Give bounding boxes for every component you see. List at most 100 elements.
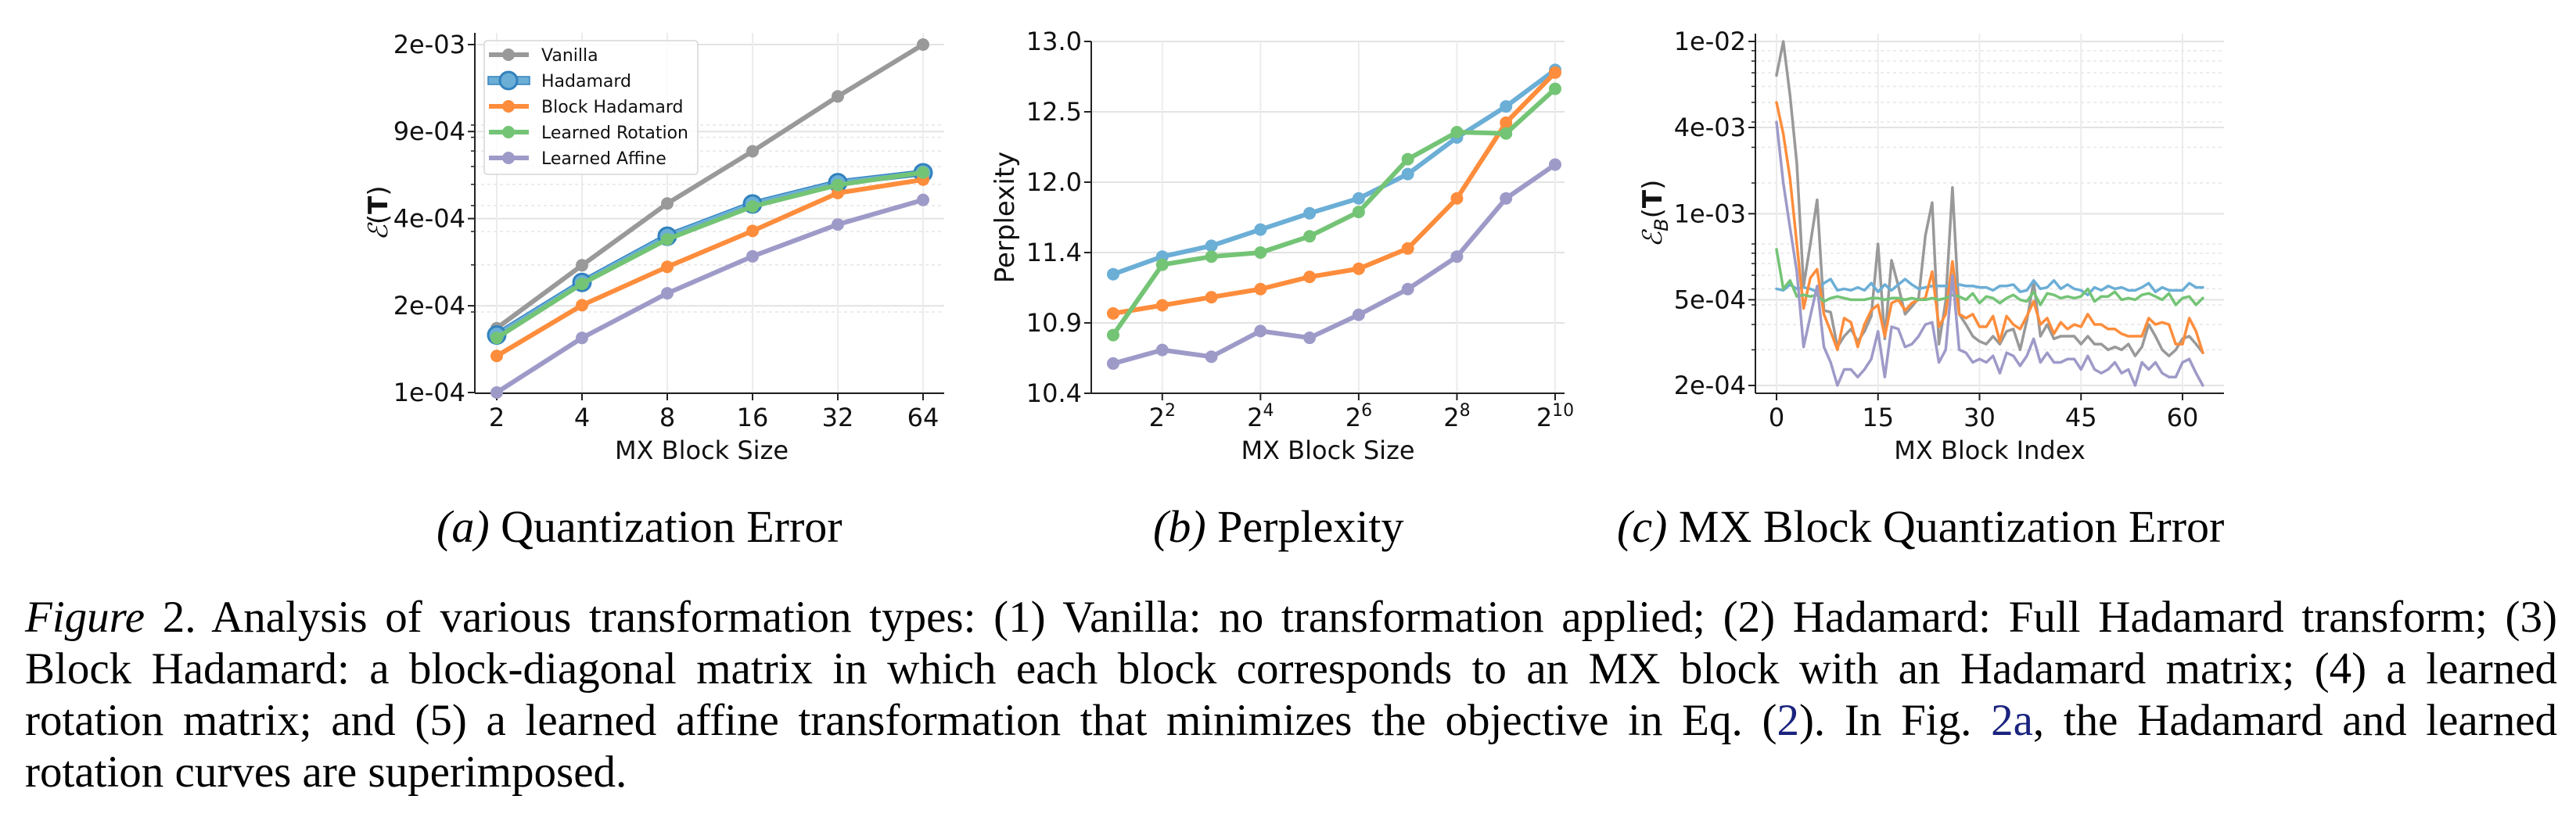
y-tick-label: 12.0: [1026, 167, 1082, 197]
x-tick-label: 210: [1536, 401, 1574, 432]
series-line: [1775, 40, 2204, 357]
series-line: [1775, 248, 2204, 306]
data-point: [1254, 223, 1267, 236]
data-point: [1303, 230, 1317, 243]
series-line: [1111, 162, 1557, 366]
data-point: [1205, 291, 1218, 304]
data-point: [1155, 343, 1169, 357]
series-line: [1111, 67, 1557, 277]
caption-text: , the Hadamard and learned: [2032, 696, 2558, 745]
y-tick-label: 11.4: [1026, 238, 1082, 267]
series-line: [494, 177, 925, 359]
series-line: [1775, 120, 2204, 387]
caption-line: Figure 2. Analysis of various transforma…: [25, 592, 2557, 643]
data-point: [1254, 246, 1267, 259]
data-point: [490, 332, 503, 345]
series-block-hadamard: [1775, 101, 2204, 354]
chart-perplexity: 10.4 10.9 11.4 12.0 12.5 13.0 22 24 26 28 210 MX Bl…: [990, 27, 1574, 465]
y-tick-label: 9e-04: [393, 116, 465, 146]
equation-link[interactable]: 2: [1777, 696, 1799, 745]
data-point: [1500, 192, 1513, 205]
legend-item: Vanilla: [489, 46, 598, 66]
x-tick-label: 2: [489, 403, 505, 432]
y-tick-label: 1e-02: [1674, 27, 1746, 56]
legend-item: Learned Affine: [489, 149, 666, 169]
series-learned-affine: [1107, 158, 1561, 370]
legend-item: Block Hadamard: [489, 98, 684, 117]
chart-mx-block-quantization-error: 2e-04 5e-04 1e-03 4e-03 1e-02 0 15 30 45 60 MX Blo…: [1637, 27, 2224, 465]
series-line: [494, 170, 925, 338]
series-line: [494, 197, 925, 395]
data-point: [1450, 125, 1464, 138]
data-point: [661, 287, 674, 300]
y-tick-label: 2e-03: [393, 30, 465, 59]
legend-label: Learned Affine: [541, 149, 666, 169]
data-point: [661, 260, 674, 274]
series-hadamard: [1775, 278, 2204, 296]
data-point: [1205, 350, 1218, 364]
subcaption-text: Perplexity: [1217, 501, 1404, 552]
legend-marker: [498, 70, 519, 91]
data-point: [832, 90, 844, 103]
y-tick-label: 1e-04: [393, 378, 465, 407]
data-point: [576, 277, 588, 290]
x-axis-label: MX Block Size: [1241, 436, 1414, 465]
data-point: [576, 332, 588, 345]
caption-label: Figure: [25, 593, 146, 642]
data-point: [1205, 239, 1218, 253]
data-point: [832, 178, 844, 192]
series-vanilla: [490, 38, 929, 335]
legend-box: [483, 40, 699, 175]
data-point: [1352, 262, 1365, 275]
y-tick-label: 12.5: [1026, 97, 1082, 127]
data-point: [1352, 206, 1365, 219]
data-point: [1401, 152, 1414, 166]
data-point: [490, 349, 503, 363]
legend-marker: [502, 100, 515, 113]
data-point: [1500, 116, 1513, 129]
legend-label: Vanilla: [541, 46, 598, 66]
data-point: [661, 197, 674, 210]
x-tick-label: 8: [659, 403, 675, 432]
legend-label: Block Hadamard: [541, 98, 684, 117]
x-tick-label: 30: [1963, 403, 1996, 432]
subcaption-b: (b) Perplexity: [1153, 500, 1404, 553]
subcaption-text: Quantization Error: [501, 501, 842, 552]
data-point: [1205, 250, 1218, 263]
y-tick-label: 10.4: [1026, 378, 1082, 408]
caption-line: rotation matrix; and (5) a learned affin…: [25, 695, 2557, 747]
series-line: [1775, 101, 2204, 354]
data-point: [1450, 250, 1464, 263]
x-tick-label: 45: [2065, 403, 2097, 432]
series-hadamard: [1107, 63, 1561, 281]
subcaption-c: (c) MX Block Quantization Error: [1617, 500, 2224, 553]
series-block-hadamard: [490, 173, 929, 363]
caption-line: Block Hadamard: a block-diagonal matrix …: [25, 643, 2557, 695]
subcaption-letter: (b): [1153, 501, 1206, 552]
data-point: [1352, 308, 1365, 321]
figure-link[interactable]: 2a: [1991, 696, 2033, 745]
data-point: [1107, 328, 1119, 342]
data-point: [917, 38, 929, 51]
legend-label: Learned Rotation: [541, 124, 688, 143]
y-tick-label: 4e-04: [393, 204, 465, 234]
data-point: [1254, 324, 1267, 338]
data-point: [1450, 192, 1464, 205]
data-point: [917, 193, 929, 206]
caption-text: Block Hadamard: a block-diagonal matrix …: [25, 644, 2557, 694]
x-tick-label: 24: [1247, 401, 1274, 432]
data-point: [746, 224, 759, 238]
x-axis-label: MX Block Index: [1894, 436, 2086, 465]
legend-label: Hadamard: [541, 72, 631, 91]
data-point: [1401, 167, 1414, 181]
y-tick-label: 13.0: [1026, 27, 1082, 56]
data-point: [661, 233, 674, 246]
series-line: [494, 42, 925, 331]
data-point: [1303, 206, 1317, 220]
data-point: [1549, 82, 1561, 95]
y-tick-label: 4e-03: [1674, 113, 1746, 142]
x-axis-label: MX Block Size: [615, 436, 789, 465]
data-point: [746, 200, 759, 213]
series-line: [1775, 278, 2204, 296]
data-point: [1549, 158, 1561, 171]
